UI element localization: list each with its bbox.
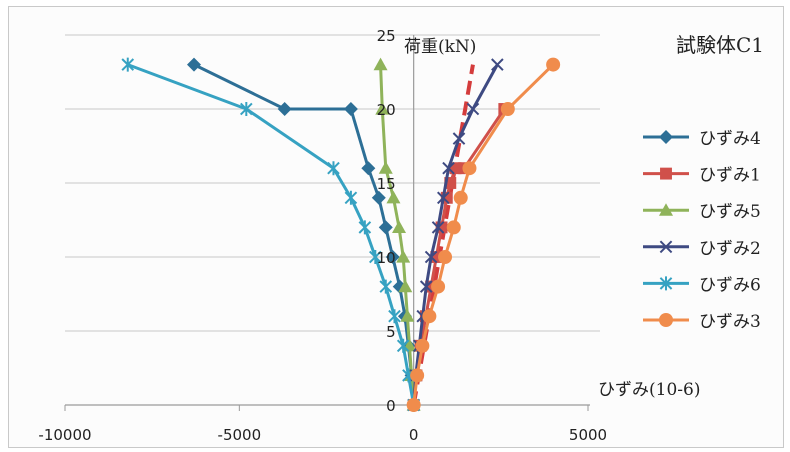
- data-point: [424, 250, 438, 264]
- data-point: [327, 161, 340, 176]
- data-point: [277, 102, 292, 116]
- series-line: [127, 63, 416, 406]
- data-point: [398, 279, 413, 293]
- data-point: [187, 57, 202, 72]
- data-point: [500, 102, 515, 116]
- axes: [64, 35, 590, 411]
- data-point: [410, 368, 425, 383]
- data-point: [400, 309, 415, 322]
- data-point: [430, 251, 443, 263]
- legend-label: ひずみ4: [699, 129, 761, 149]
- reference-line: [411, 64, 475, 406]
- data-point: [239, 102, 253, 116]
- legend: ひずみ4 ひずみ1 ひずみ5 ひずみ2 ひずみ6 ひずみ3: [643, 129, 761, 332]
- x-tick-label: 0: [409, 426, 419, 444]
- gridlines: [65, 34, 600, 332]
- data-point: [449, 162, 462, 175]
- data-point: [361, 161, 376, 176]
- data-point: [419, 280, 433, 293]
- legend-item: ひずみ1: [643, 166, 761, 186]
- data-point: [379, 279, 393, 294]
- data-point: [121, 57, 135, 72]
- legend-marker: [659, 130, 673, 144]
- data-point: [466, 102, 480, 116]
- legend-label: ひずみ6: [699, 275, 761, 295]
- data-point: [358, 220, 372, 235]
- y-tick-label: 5: [386, 323, 396, 341]
- data-point: [385, 250, 400, 264]
- chart-title: 試験体C1: [676, 33, 764, 57]
- data-point: [388, 309, 401, 324]
- data-point: [396, 338, 410, 353]
- data-point: [444, 177, 457, 189]
- data-point: [386, 190, 401, 204]
- series-line: [412, 63, 555, 406]
- data-point: [442, 161, 455, 175]
- data-point: [343, 102, 358, 116]
- legend-marker: [659, 313, 673, 327]
- y-tick-label: 25: [377, 27, 396, 45]
- data-point: [436, 191, 450, 205]
- x-tick-label: -5000: [218, 426, 262, 444]
- data-point: [453, 190, 468, 205]
- data-point: [371, 190, 386, 205]
- plot-series: [121, 57, 561, 412]
- data-point: [438, 250, 453, 264]
- legend-label: ひずみ5: [699, 202, 761, 222]
- data-point: [369, 250, 382, 264]
- data-point: [406, 398, 421, 412]
- data-point: [373, 57, 388, 71]
- legend-marker: [659, 276, 673, 291]
- legend-item: ひずみ4: [643, 129, 761, 149]
- data-point: [422, 309, 437, 324]
- legend-item: ひずみ3: [643, 312, 761, 332]
- legend-label: ひずみ3: [699, 312, 761, 332]
- data-point: [491, 58, 504, 71]
- data-point: [344, 190, 358, 205]
- y-tick-label: 20: [377, 101, 396, 119]
- data-point: [378, 161, 393, 174]
- data-point: [546, 57, 561, 72]
- data-point: [446, 220, 461, 235]
- legend-label: ひずみ1: [699, 166, 761, 186]
- data-point: [435, 221, 448, 234]
- y-axis-label: 荷重(kN): [404, 37, 476, 57]
- legend-item: ひずみ6: [643, 275, 761, 295]
- reference-dashed-line: [411, 64, 475, 406]
- data-point: [462, 161, 477, 176]
- legend-marker: [660, 167, 672, 180]
- x-axis-label: ひずみ(10-6): [598, 380, 700, 400]
- legend-label: ひずみ2: [699, 239, 761, 259]
- x-tick-label: -10000: [38, 426, 91, 444]
- tick-labels: -10000 -5000 0 5000 0 5 10 15 20 25: [38, 27, 607, 444]
- data-point: [375, 102, 390, 115]
- data-point: [392, 220, 407, 233]
- series-6: [406, 57, 561, 412]
- y-tick-label: 15: [377, 175, 396, 193]
- data-point: [378, 220, 393, 235]
- series-line: [412, 63, 499, 406]
- x-tick-label: 5000: [569, 426, 607, 444]
- legend-marker: [659, 240, 673, 254]
- legend-item: ひずみ5: [643, 202, 761, 222]
- y-tick-label: 10: [377, 249, 396, 267]
- legend-item: ひずみ2: [643, 239, 761, 259]
- legend-marker: [659, 203, 673, 216]
- data-point: [431, 279, 446, 294]
- data-point: [415, 338, 430, 353]
- data-point: [431, 221, 445, 234]
- series-5: [121, 57, 420, 412]
- data-point: [452, 132, 466, 145]
- data-point: [396, 250, 411, 263]
- y-tick-label: 0: [386, 397, 396, 415]
- data-point: [440, 191, 453, 204]
